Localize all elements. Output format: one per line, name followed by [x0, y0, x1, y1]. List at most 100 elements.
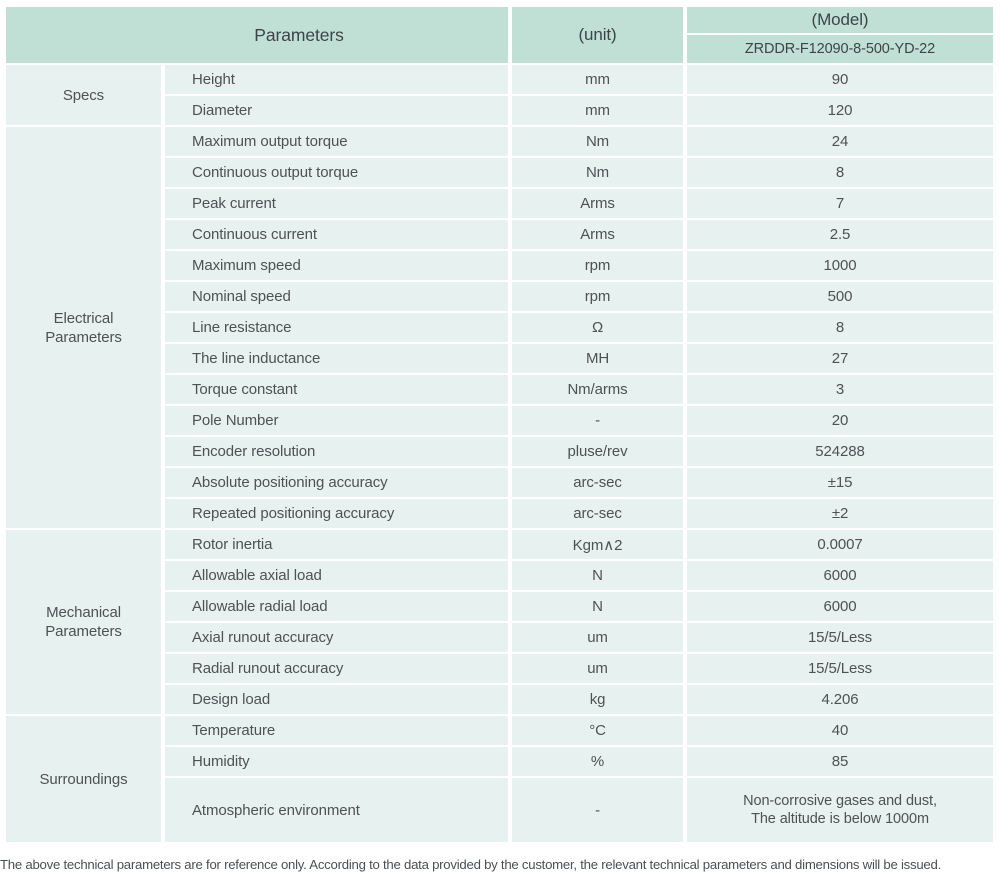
- value-cell: 15/5/Less: [687, 623, 994, 652]
- param-cell: Axial runout accuracy: [165, 623, 509, 652]
- param-cell: Radial runout accuracy: [165, 654, 509, 683]
- value-cell: 27: [687, 344, 994, 373]
- unit-cell: arc-sec: [512, 468, 684, 497]
- unit-cell: Nm: [512, 158, 684, 187]
- table-row: Peak current Arms 7: [6, 189, 994, 218]
- table-row: Line resistance Ω 8: [6, 313, 994, 342]
- unit-cell: Nm: [512, 127, 684, 156]
- table-row: Specs Height mm 90: [6, 65, 994, 125]
- table-row: Repeated positioning accuracy arc-sec ±2: [6, 499, 994, 528]
- table-row: The line inductance MH 27: [6, 344, 994, 373]
- table-row: Humidity % 85: [6, 747, 994, 776]
- value-cell: 6000: [687, 592, 994, 621]
- param-cell: Continuous output torque: [165, 158, 509, 187]
- group-label-line: Surroundings: [39, 770, 128, 788]
- value-cell: 524288: [687, 437, 994, 466]
- value-cell: 500: [687, 282, 994, 311]
- param-cell: Absolute positioning accuracy: [165, 468, 509, 497]
- param-cell: Diameter: [165, 96, 509, 125]
- value-cell: 7: [687, 189, 994, 218]
- table-row: Encoder resolution pluse/rev 524288: [6, 437, 994, 466]
- unit-cell: %: [512, 747, 684, 776]
- table-row: Surroundings Temperature °C 40: [6, 716, 994, 842]
- param-cell: Rotor inertia: [165, 530, 509, 559]
- table-row: Axial runout accuracy um 15/5/Less: [6, 623, 994, 652]
- value-cell: 15/5/Less: [687, 654, 994, 683]
- value-cell: 0.0007: [687, 530, 994, 559]
- unit-cell: um: [512, 623, 684, 652]
- table-row: Nominal speed rpm 500: [6, 282, 994, 311]
- param-cell: Pole Number: [165, 406, 509, 435]
- unit-cell: -: [512, 406, 684, 435]
- unit-cell: -: [512, 778, 684, 842]
- table-row: Torque constant Nm/arms 3: [6, 375, 994, 404]
- unit-cell: um: [512, 654, 684, 683]
- unit-cell: kg: [512, 685, 684, 714]
- param-cell: Height: [165, 65, 509, 94]
- param-cell: Atmospheric environment: [165, 778, 509, 842]
- value-cell: 2.5: [687, 220, 994, 249]
- unit-cell: Nm/arms: [512, 375, 684, 404]
- param-cell: Allowable axial load: [165, 561, 509, 590]
- value-cell: 90: [687, 65, 994, 94]
- unit-cell: rpm: [512, 282, 684, 311]
- value-cell: 85: [687, 747, 994, 776]
- header-parameters: Parameters: [6, 7, 509, 63]
- table-row: Continuous current Arms 2.5: [6, 220, 994, 249]
- parameters-table: Parameters (unit) (Model) ZRDDR-F12090-8…: [2, 5, 997, 844]
- value-cell: 8: [687, 313, 994, 342]
- value-line: Non-corrosive gases and dust,: [743, 793, 937, 809]
- table-row: Radial runout accuracy um 15/5/Less: [6, 654, 994, 683]
- value-cell: 20: [687, 406, 994, 435]
- param-cell: The line inductance: [165, 344, 509, 373]
- table-row: Atmospheric environment - Non-corrosive …: [6, 778, 994, 842]
- value-cell: 4.206: [687, 685, 994, 714]
- unit-cell: Ω: [512, 313, 684, 342]
- param-cell: Encoder resolution: [165, 437, 509, 466]
- table-row: Diameter mm 120: [6, 96, 994, 125]
- header-model: (Model): [687, 7, 994, 33]
- unit-cell: mm: [512, 65, 684, 94]
- unit-cell: rpm: [512, 251, 684, 280]
- table-row: Absolute positioning accuracy arc-sec ±1…: [6, 468, 994, 497]
- footnote: The above technical parameters are for r…: [0, 857, 942, 872]
- unit-cell: arc-sec: [512, 499, 684, 528]
- unit-cell: pluse/rev: [512, 437, 684, 466]
- unit-cell: N: [512, 592, 684, 621]
- unit-cell: Kgm∧2: [512, 530, 684, 559]
- param-cell: Nominal speed: [165, 282, 509, 311]
- value-cell: 120: [687, 96, 994, 125]
- unit-cell: °C: [512, 716, 684, 745]
- group-label-line: Parameters: [45, 623, 122, 640]
- unit-cell: Arms: [512, 220, 684, 249]
- value-cell: Non-corrosive gases and dust, The altitu…: [687, 778, 994, 842]
- unit-cell: Arms: [512, 189, 684, 218]
- group-label-electrical-parameters: Electrical Parameters: [6, 127, 161, 528]
- unit-cell: MH: [512, 344, 684, 373]
- header-model-row: ZRDDR-F12090-8-500-YD-22: [6, 35, 994, 63]
- param-cell: Torque constant: [165, 375, 509, 404]
- group-label-line: Mechanical: [46, 604, 121, 621]
- table-row: Allowable axial load N 6000: [6, 561, 994, 590]
- table-row: Continuous output torque Nm 8: [6, 158, 994, 187]
- value-cell: ±15: [687, 468, 994, 497]
- param-cell: Temperature: [165, 716, 509, 745]
- unit-cell: N: [512, 561, 684, 590]
- header-row: Parameters (unit) (Model): [6, 7, 994, 63]
- group-label-line: Specs: [62, 86, 105, 104]
- value-cell: 8: [687, 158, 994, 187]
- param-cell: Repeated positioning accuracy: [165, 499, 509, 528]
- param-cell: Design load: [165, 685, 509, 714]
- group-label-mechanical-parameters: Mechanical Parameters: [6, 530, 161, 714]
- table-row: Design load kg 4.206: [6, 685, 994, 714]
- value-cell: ±2: [687, 499, 994, 528]
- value-cell: 24: [687, 127, 994, 156]
- value-cell: 1000: [687, 251, 994, 280]
- header-unit: (unit): [512, 7, 684, 63]
- table-row: Allowable radial load N 6000: [6, 592, 994, 621]
- param-cell: Humidity: [165, 747, 509, 776]
- unit-cell: mm: [512, 96, 684, 125]
- header-model-number: ZRDDR-F12090-8-500-YD-22: [687, 35, 994, 63]
- value-cell: 6000: [687, 561, 994, 590]
